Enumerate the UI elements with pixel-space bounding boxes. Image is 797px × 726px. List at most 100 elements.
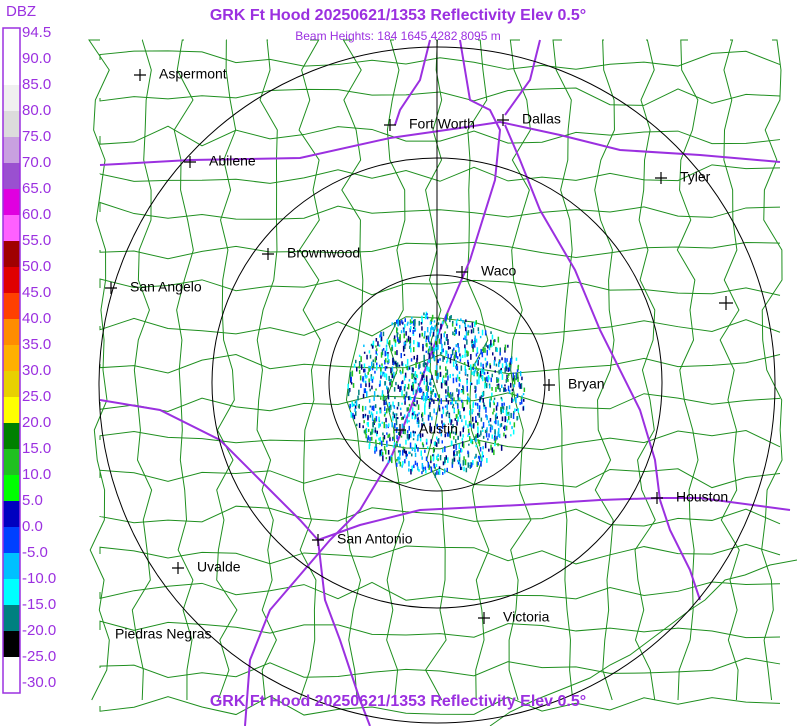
echo bbox=[480, 348, 482, 355]
echo bbox=[510, 356, 513, 360]
echo bbox=[429, 369, 431, 373]
echo bbox=[482, 375, 484, 382]
echo bbox=[436, 442, 438, 447]
echo bbox=[395, 381, 397, 386]
echo bbox=[476, 402, 479, 407]
echo bbox=[493, 360, 496, 366]
echo bbox=[504, 426, 506, 431]
echo bbox=[390, 455, 393, 458]
echo bbox=[366, 437, 369, 443]
legend-label: 90.0 bbox=[22, 50, 51, 67]
echo bbox=[457, 343, 459, 348]
echo bbox=[399, 320, 401, 326]
echo bbox=[407, 335, 410, 342]
echo bbox=[411, 413, 414, 420]
echo bbox=[396, 327, 398, 333]
echo bbox=[432, 389, 434, 393]
echo bbox=[502, 406, 505, 410]
cities: Aspermont Fort Worth Dallas Abilene Tyler Bro… bbox=[105, 66, 733, 642]
echo bbox=[409, 442, 412, 448]
echo bbox=[388, 375, 390, 381]
county-line bbox=[99, 87, 781, 106]
echo bbox=[478, 456, 481, 462]
echo bbox=[467, 324, 469, 328]
echo bbox=[402, 321, 404, 325]
legend-swatch bbox=[3, 293, 20, 319]
legend-label: -25.0 bbox=[22, 648, 56, 665]
echo bbox=[409, 339, 411, 344]
echo bbox=[408, 412, 410, 417]
echo bbox=[414, 443, 417, 450]
echo bbox=[447, 375, 449, 381]
legend-swatch bbox=[3, 241, 20, 267]
echo bbox=[402, 345, 405, 352]
echo bbox=[436, 436, 438, 440]
county-line bbox=[761, 39, 783, 701]
echo bbox=[516, 416, 518, 421]
echo bbox=[438, 405, 441, 408]
echo bbox=[442, 377, 444, 384]
echo bbox=[444, 458, 446, 463]
echo bbox=[407, 383, 410, 390]
echo bbox=[374, 370, 376, 374]
echo bbox=[419, 364, 421, 368]
echo bbox=[369, 405, 372, 408]
echo bbox=[379, 442, 381, 445]
echo bbox=[471, 462, 473, 467]
echo bbox=[459, 410, 461, 417]
echo bbox=[454, 330, 456, 333]
echo bbox=[475, 353, 478, 357]
echo bbox=[384, 366, 387, 371]
echo bbox=[431, 390, 433, 395]
echo bbox=[385, 449, 387, 455]
echo bbox=[453, 397, 455, 401]
echo bbox=[384, 359, 386, 365]
echo bbox=[375, 416, 378, 422]
echo bbox=[437, 328, 439, 334]
echo bbox=[470, 382, 473, 385]
echo bbox=[433, 352, 435, 355]
echo bbox=[371, 345, 374, 349]
echo bbox=[411, 447, 414, 452]
echo bbox=[397, 319, 399, 325]
echo bbox=[452, 377, 455, 384]
echo bbox=[354, 405, 357, 409]
echo bbox=[472, 409, 474, 413]
echo bbox=[353, 403, 356, 407]
echo bbox=[455, 359, 457, 365]
echo bbox=[500, 370, 503, 374]
echo bbox=[403, 425, 405, 430]
echo bbox=[391, 346, 393, 352]
echo bbox=[462, 390, 465, 395]
echo bbox=[405, 439, 407, 445]
echo bbox=[521, 376, 523, 381]
echo bbox=[385, 417, 387, 423]
echo bbox=[357, 395, 359, 401]
echo bbox=[433, 399, 435, 404]
echo bbox=[510, 357, 513, 364]
echo bbox=[462, 443, 465, 449]
echo bbox=[396, 462, 398, 467]
echo bbox=[446, 432, 449, 437]
echo bbox=[435, 393, 437, 398]
echo bbox=[384, 350, 386, 357]
echo bbox=[449, 346, 451, 350]
city-label: Brownwood bbox=[287, 245, 360, 261]
echo bbox=[379, 380, 381, 387]
echo bbox=[362, 393, 365, 399]
echo bbox=[464, 323, 466, 328]
echo bbox=[454, 454, 456, 457]
echo bbox=[429, 359, 431, 363]
city-marker bbox=[134, 69, 146, 81]
echo bbox=[455, 400, 457, 405]
echo bbox=[454, 330, 457, 336]
echo bbox=[497, 385, 499, 390]
echo bbox=[480, 460, 482, 467]
echo bbox=[411, 413, 414, 416]
echo bbox=[373, 405, 375, 411]
county-line bbox=[466, 39, 490, 701]
echo bbox=[380, 450, 383, 457]
echo bbox=[442, 461, 445, 466]
echo bbox=[393, 360, 395, 366]
legend-label: 94.5 bbox=[22, 24, 51, 41]
